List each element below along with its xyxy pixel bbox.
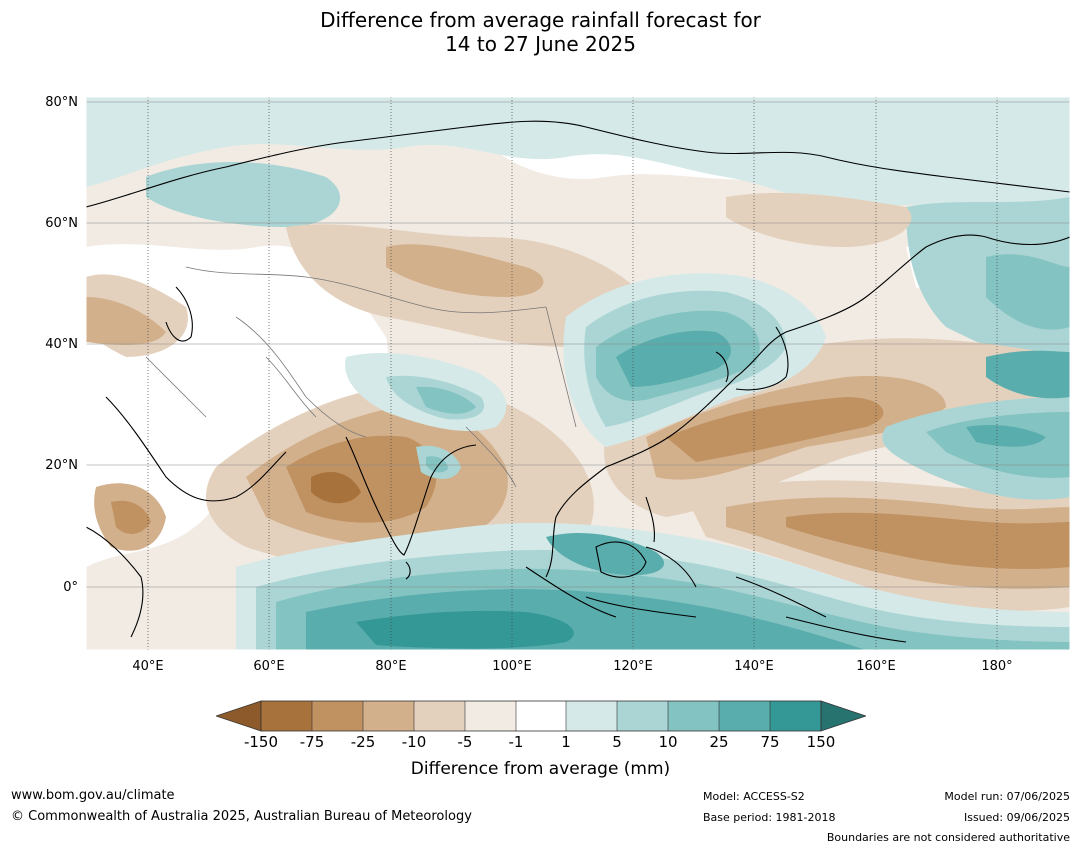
colorbar-arrow-wet [820,700,868,732]
anomaly-dry-strong-region [111,500,151,534]
colorbar-swatch [465,701,516,731]
anomaly-dry-moderate-region [86,297,166,345]
lon-label-60e: 60°E [253,659,285,674]
map-title: Difference from average rainfall forecas… [0,8,1081,56]
longitude-gridlines [147,97,998,650]
anomaly-wet-heavy-region [546,532,665,576]
rainfall-anomaly-map [86,97,1070,650]
lon-label-100e: 100°E [492,659,532,674]
lon-label-160e: 160°E [856,659,896,674]
colorbar-swatch [261,701,312,731]
legend-tick: 1 [561,733,571,751]
legend-tick: -150 [243,733,279,751]
legend-tick: -5 [457,733,473,751]
colorbar-swatch [770,701,821,731]
lon-label-120e: 120°E [613,659,653,674]
lat-label-0: 0° [63,580,78,595]
legend-tick: 75 [760,733,780,751]
colorbar-swatch [617,701,668,731]
anomaly-dry-moderate-region [386,244,544,297]
legend-tick: 10 [658,733,678,751]
title-line-1: Difference from average rainfall forecas… [320,8,761,32]
anomaly-wet-extreme-region [356,610,574,649]
lon-label-80e: 80°E [375,659,407,674]
lat-label-40n: 40°N [45,337,78,352]
colorbar-swatch [566,701,617,731]
legend-tick: -1 [508,733,524,751]
legend-tick: -10 [401,733,427,751]
colorbar-swatch [414,701,465,731]
colorbar-swatch [516,701,566,731]
lat-label-60n: 60°N [45,216,78,231]
anomaly-dry-strong-region [286,435,437,523]
lon-label-40e: 40°E [132,659,164,674]
anomaly-dry-strong-region [666,397,884,462]
country-boundaries [145,266,577,488]
copyright-text: © Commonwealth of Australia 2025, Austra… [11,809,472,824]
legend-tick: 150 [806,733,836,751]
base-period: Base period: 1981-2018 [703,811,836,824]
latitude-gridlines [86,101,1070,588]
anomaly-wet-moderate-region [146,162,341,227]
anomaly-wet-heavy-region [986,350,1070,399]
anomaly-dry-light-region [726,192,912,247]
model-name: Model: ACCESS-S2 [703,790,805,803]
lat-label-80n: 80°N [45,95,78,110]
legend-title: Difference from average (mm) [410,759,671,779]
issued-date: Issued: 09/06/2025 [963,811,1070,824]
title-line-2: 14 to 27 June 2025 [445,32,636,56]
anomaly-wet-heavy-region [616,330,731,387]
colorbar-swatch [719,701,770,731]
anomaly-wet-strong-region [986,254,1070,330]
lon-label-140e: 140°E [734,659,774,674]
legend-tick: 25 [709,733,729,751]
map-canvas [86,97,1070,650]
legend-tick: -25 [350,733,376,751]
legend-tick: -75 [299,733,325,751]
anomaly-dry-strong-region [786,512,1070,569]
colorbar-swatch [312,701,363,731]
model-run-date: Model run: 07/06/2025 [944,790,1070,803]
colorbar-swatch [363,701,414,731]
colorbar-swatch [668,701,719,731]
colorbar-outline [260,700,822,732]
anomaly-wet-light-region [86,97,1070,220]
website-link[interactable]: www.bom.gov.au/climate [11,788,175,803]
lon-label-180: 180° [981,659,1013,674]
anomaly-wet-heavy-region [966,425,1046,447]
colorbar-dividers [311,701,771,731]
lat-label-20n: 20°N [45,458,78,473]
anomaly-dry-extreme-region [311,472,361,504]
colorbar [214,700,868,732]
coastlines [86,120,1070,643]
colorbar-arrow-dry [214,700,262,732]
anomaly-wet-strong-region [416,386,476,414]
legend-tick: 5 [612,733,622,751]
colorbar-legend [214,700,868,732]
boundaries-disclaimer: Boundaries are not considered authoritat… [826,831,1070,844]
